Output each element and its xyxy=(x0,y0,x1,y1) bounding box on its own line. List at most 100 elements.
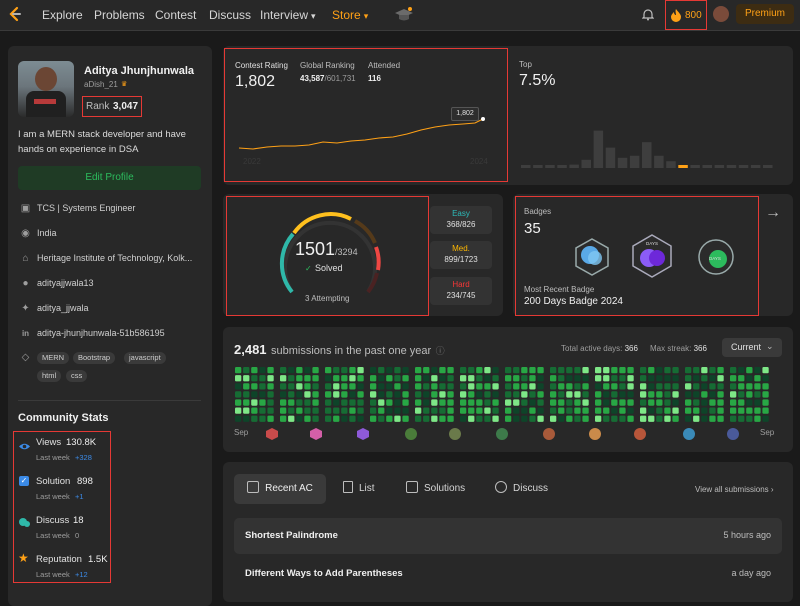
heatmap-cell xyxy=(730,383,737,390)
graduation-cap-icon[interactable] xyxy=(393,6,415,29)
monthly-badge-icon[interactable] xyxy=(633,427,647,441)
medium-label: Med. xyxy=(452,244,470,253)
heatmap-cell xyxy=(468,375,475,382)
discuss-bubble-icon xyxy=(19,515,30,533)
nav-discuss[interactable]: Discuss xyxy=(209,8,252,22)
coin-counter[interactable]: 800 xyxy=(665,0,707,30)
profile-github-link[interactable]: adityajjwala13 xyxy=(37,278,94,288)
heatmap-cell xyxy=(460,391,467,398)
premium-label: Premium xyxy=(744,8,785,19)
heatmap-cell xyxy=(341,375,348,382)
monthly-badge-icon[interactable] xyxy=(726,427,740,441)
list-item[interactable]: Different Ways to Add Parentheses a day … xyxy=(234,556,782,592)
heatmap-cell xyxy=(476,367,483,374)
heatmap-cell xyxy=(664,375,671,382)
edit-profile-button[interactable]: Edit Profile xyxy=(18,166,201,190)
nav-contest[interactable]: Contest xyxy=(155,8,197,22)
chevron-down-icon: ⌄ xyxy=(766,341,774,351)
monthly-badge-icon[interactable] xyxy=(588,427,602,441)
heatmap-cell xyxy=(513,375,520,382)
profile-twitter-link[interactable]: aditya_jjwala xyxy=(37,303,89,313)
heatmap-cell xyxy=(386,383,393,390)
user-avatar[interactable] xyxy=(713,6,729,22)
skill-tag[interactable]: MERN xyxy=(37,352,70,364)
hard-stat[interactable]: Hard 234/745 xyxy=(430,277,492,305)
rating-histogram[interactable] xyxy=(519,98,781,171)
nav-problems[interactable]: Problems xyxy=(94,8,145,22)
easy-stat[interactable]: Easy 368/826 xyxy=(430,206,492,234)
skill-tag[interactable]: Bootstrap xyxy=(73,352,116,364)
skill-tag[interactable]: javascript xyxy=(124,352,166,364)
heatmap-cell xyxy=(243,391,250,398)
tab-list[interactable]: List xyxy=(343,474,375,504)
submission-heatmap[interactable] xyxy=(235,367,783,427)
heatmap-cell xyxy=(730,367,737,374)
histogram-bar xyxy=(533,165,543,168)
monthly-badge-icon[interactable] xyxy=(495,427,509,441)
heatmap-cell xyxy=(484,415,491,422)
medium-stat[interactable]: Med. 899/1723 xyxy=(430,241,492,269)
heatmap-cell xyxy=(701,391,708,398)
tab-recent-ac[interactable]: Recent AC xyxy=(234,474,326,504)
profile-school: Heritage Institute of Technology, Kolk..… xyxy=(37,253,193,263)
skill-tag[interactable]: css xyxy=(66,370,88,382)
nav-explore[interactable]: Explore xyxy=(42,8,83,22)
year-dropdown[interactable]: Current ⌄ xyxy=(722,338,782,357)
nav-interview[interactable]: Interview ▾ xyxy=(260,8,316,22)
heatmap-cell xyxy=(468,407,475,414)
solved-count: 1501/3294 xyxy=(295,239,358,260)
arrow-right-icon[interactable]: → xyxy=(765,204,781,221)
heatmap-cell xyxy=(505,375,512,382)
heatmap-cell xyxy=(468,399,475,406)
heatmap-cell xyxy=(259,407,266,414)
list-grid-icon xyxy=(247,481,260,493)
monthly-badge-icon[interactable] xyxy=(309,427,323,441)
monthly-badge-icon[interactable] xyxy=(356,427,370,441)
leetcode-logo-icon[interactable] xyxy=(6,5,24,23)
monthly-badge-icon[interactable] xyxy=(404,427,418,441)
eye-icon xyxy=(19,438,30,456)
badge-icon[interactable]: DAYS xyxy=(629,233,675,279)
heatmap-cell xyxy=(296,367,303,374)
monthly-badge-icon[interactable] xyxy=(682,427,696,441)
heatmap-cell xyxy=(439,399,446,406)
nav-store[interactable]: Store ▾ xyxy=(332,8,368,22)
monthly-badge-icon[interactable] xyxy=(542,427,556,441)
tab-discuss[interactable]: Discuss xyxy=(495,474,548,504)
heatmap-cell xyxy=(423,415,430,422)
heatmap-cell xyxy=(402,367,409,374)
submission-title: Shortest Palindrome xyxy=(245,530,338,541)
heatmap-cell xyxy=(259,415,266,422)
heatmap-cell xyxy=(333,383,340,390)
bell-icon[interactable] xyxy=(641,8,655,26)
heatmap-cell xyxy=(513,415,520,422)
tab-solutions[interactable]: Solutions xyxy=(406,474,465,504)
heatmap-cell xyxy=(754,407,761,414)
heatmap-cell xyxy=(492,383,499,390)
solution-delta: +1 xyxy=(75,492,84,501)
heatmap-cell xyxy=(513,391,520,398)
badge-icon[interactable] xyxy=(572,237,612,277)
profile-linkedin-link[interactable]: aditya-jhunjhunwala-51b586195 xyxy=(37,328,165,338)
heatmap-cell xyxy=(656,407,663,414)
heatmap-cell xyxy=(259,391,266,398)
heatmap-cell xyxy=(394,375,401,382)
badge-icon[interactable]: DAYS xyxy=(696,237,736,277)
skill-tag[interactable]: html xyxy=(37,370,62,382)
max-streak-value: 366 xyxy=(693,344,707,353)
premium-button[interactable]: Premium xyxy=(736,4,794,24)
heatmap-cell xyxy=(431,367,438,374)
heatmap-cell xyxy=(603,375,610,382)
heatmap-cell xyxy=(235,399,242,406)
monthly-badge-icon[interactable] xyxy=(265,427,279,441)
info-icon[interactable]: ⓘ xyxy=(435,346,445,356)
rating-line-chart[interactable] xyxy=(235,105,497,165)
heatmap-cell xyxy=(288,375,295,382)
profile-avatar xyxy=(18,61,74,117)
monthly-badge-icon[interactable] xyxy=(448,427,462,441)
list-item[interactable]: Shortest Palindrome 5 hours ago xyxy=(234,518,782,554)
heatmap-cell xyxy=(378,407,385,414)
heatmap-cell xyxy=(664,415,671,422)
view-all-submissions-link[interactable]: View all submissions › xyxy=(695,485,774,494)
heatmap-cell xyxy=(423,391,430,398)
